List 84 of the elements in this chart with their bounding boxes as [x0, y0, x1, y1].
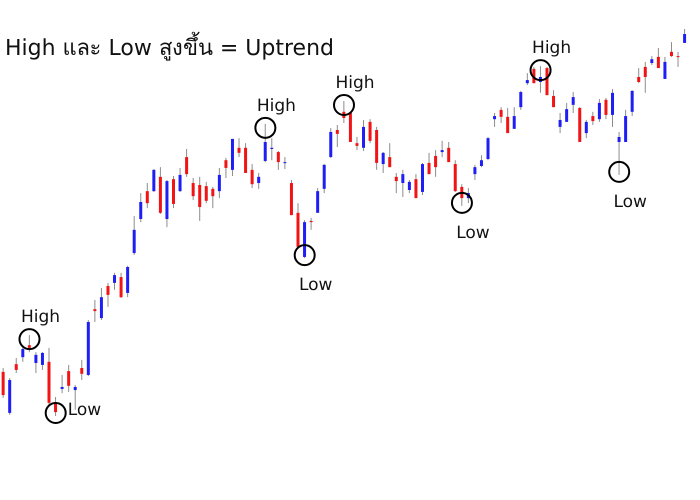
candlestick — [591, 111, 594, 126]
candlestick — [683, 29, 686, 44]
candlestick — [28, 334, 31, 353]
candlestick — [572, 92, 575, 114]
candlestick — [34, 352, 38, 374]
candlestick — [486, 136, 490, 161]
candlestick — [558, 112, 562, 134]
candlestick — [604, 97, 608, 120]
candlestick — [316, 188, 320, 214]
candlestick — [440, 140, 444, 158]
candlestick — [120, 272, 123, 298]
candlestick — [152, 168, 156, 192]
candlestick — [60, 374, 64, 394]
candlestick — [21, 344, 24, 362]
annotation: Low — [68, 400, 102, 420]
annotation: High — [256, 96, 296, 116]
candlestick — [198, 176, 202, 222]
candlestick — [630, 90, 634, 117]
candlestick — [428, 152, 431, 175]
candlestick — [40, 352, 44, 370]
candlestick — [552, 90, 556, 108]
candlestick — [512, 106, 516, 130]
candlestick — [14, 357, 18, 374]
candlestick — [434, 150, 438, 178]
chart-title: High และ Low สูงขึ้น = Uptrend — [5, 30, 334, 63]
candlestick — [500, 106, 503, 124]
candlestick — [565, 102, 568, 122]
candlestick — [382, 152, 385, 174]
candlestick — [473, 164, 476, 180]
candlestick — [211, 186, 214, 209]
candlestick — [394, 172, 398, 194]
candlestick — [67, 364, 70, 393]
annotation: Low — [298, 275, 333, 296]
candlestick — [584, 119, 588, 139]
candlestick — [185, 148, 188, 178]
candlestick — [224, 157, 228, 178]
candlestick — [637, 68, 640, 84]
candlestick — [192, 177, 195, 201]
candlestick — [106, 282, 110, 308]
candlestick — [80, 359, 84, 381]
candlestick — [670, 42, 673, 58]
candlestick — [493, 112, 496, 128]
candlestick — [480, 154, 483, 168]
candlestick — [644, 61, 647, 94]
candlestick — [257, 172, 260, 190]
candlestick — [656, 47, 660, 69]
candlestick — [355, 136, 358, 151]
candlestick — [132, 215, 136, 256]
candlestick — [264, 123, 267, 163]
candlestick — [388, 142, 392, 168]
candlestick — [283, 156, 286, 170]
candlestick — [368, 118, 372, 144]
candlestick — [408, 179, 411, 194]
candlestick — [618, 131, 621, 176]
annotation: Low — [613, 192, 648, 212]
candlestick — [676, 51, 680, 68]
candlestick — [146, 182, 149, 209]
candlestick — [204, 181, 208, 204]
candlestick — [362, 119, 366, 152]
candlestick — [250, 164, 254, 189]
candlestick — [2, 368, 5, 398]
candlestick — [218, 167, 221, 199]
candlestick — [322, 164, 326, 194]
annotation: High — [532, 38, 572, 58]
candlestick — [506, 107, 510, 134]
candlestick — [663, 56, 666, 80]
candlestick — [178, 167, 182, 192]
candlestick — [611, 88, 614, 128]
annotation: High — [20, 307, 60, 328]
candlestick — [519, 90, 522, 110]
annotation: Low — [456, 222, 490, 243]
candlestick — [598, 98, 601, 122]
candlestick — [100, 287, 103, 321]
candlestick — [414, 174, 418, 199]
candlestick — [447, 142, 450, 163]
annotation: High — [335, 72, 375, 93]
candlestick — [139, 192, 142, 223]
candlestick — [526, 72, 529, 86]
candlestick — [113, 272, 116, 290]
candlestick — [401, 169, 404, 198]
candlestick — [238, 138, 241, 158]
candlestick — [93, 299, 96, 322]
candlestick — [276, 150, 280, 170]
candlestick — [336, 124, 339, 148]
